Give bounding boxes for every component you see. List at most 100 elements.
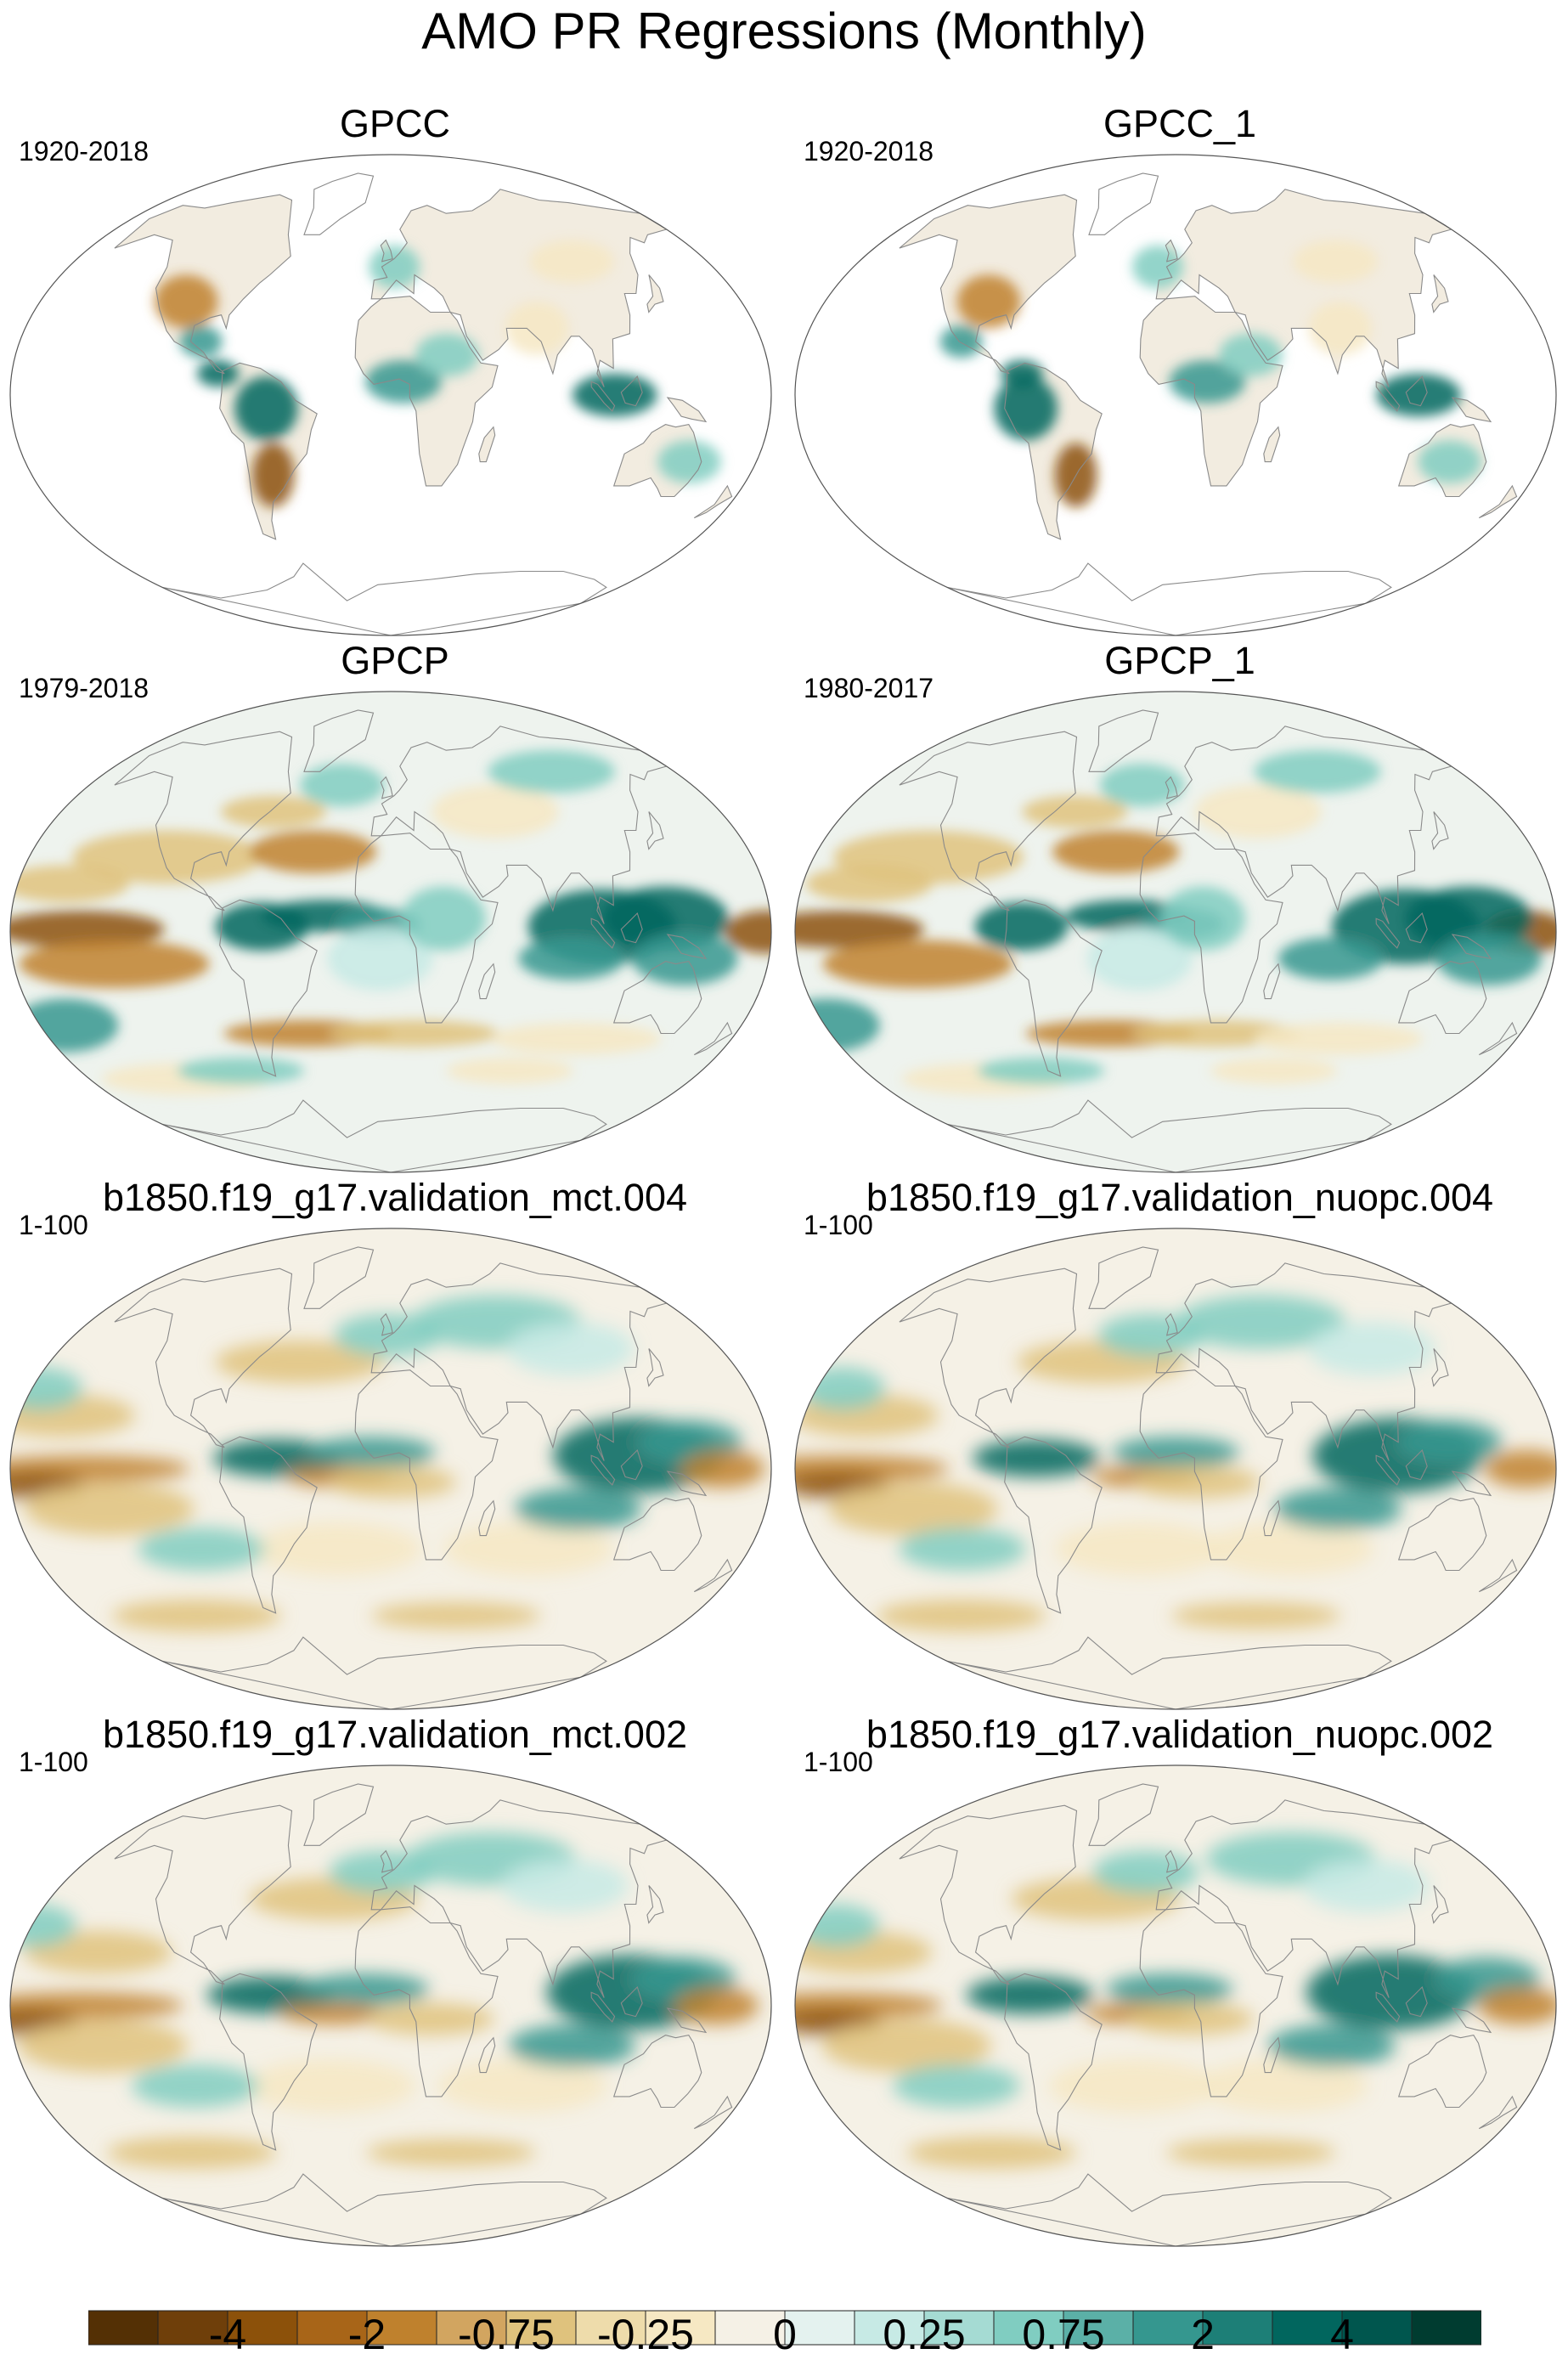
coastline-north-america: [114, 1804, 293, 1985]
coastline-greenland: [303, 172, 375, 235]
anomaly-field: [10, 692, 771, 1172]
coastline-new-zealand: [693, 484, 733, 519]
coastline-north-america: [899, 731, 1078, 912]
anomaly-blob: [215, 1341, 385, 1384]
coastline-borneo: [1405, 1985, 1428, 2018]
coastlines: [114, 1246, 733, 1709]
anomaly-blob: [899, 1527, 1026, 1571]
anomaly-blob: [1022, 795, 1128, 828]
coastline-antarctica: [162, 562, 607, 635]
anomaly-blob: [401, 886, 486, 951]
coastline-europe-asia: [370, 189, 668, 387]
colorbar-tick-label: 2: [1191, 2311, 1215, 2358]
colorbar-swatch: [1341, 2310, 1413, 2346]
coastline-japan: [1431, 1348, 1449, 1387]
coastline-africa: [1139, 833, 1283, 1024]
coastline-antarctica: [947, 1636, 1392, 1709]
coastline-north-america: [899, 1804, 1078, 1985]
colorbar-tick-label: 0: [773, 2311, 797, 2358]
anomaly-blob: [246, 2058, 416, 2113]
map-panel: GPCP 1979-2018: [8, 639, 781, 1174]
coastline-madagascar: [478, 963, 496, 1000]
coastline-borneo: [1405, 375, 1428, 407]
anomaly-field: [795, 155, 1556, 635]
anomaly-blob: [365, 360, 442, 404]
colorbar-swatch: [714, 2310, 786, 2346]
anomaly-blob: [833, 830, 1024, 884]
world-map: [9, 1228, 772, 1710]
colorbar-swatch: [227, 2310, 298, 2346]
anomaly-blob: [329, 1465, 457, 1499]
colorbar-tick-label: -0.25: [597, 2311, 694, 2358]
anomaly-blob: [249, 830, 377, 873]
colorbar-swatch: [1132, 2310, 1204, 2346]
anomaly-blob: [966, 1976, 1094, 2014]
anomaly-blob: [1204, 1522, 1374, 1576]
panel-years: 1980-2017: [804, 673, 934, 703]
anomaly-blob: [111, 1600, 282, 1632]
anomaly-blob: [329, 1019, 499, 1047]
panel-title: GPCC: [339, 102, 450, 145]
colorbar-tick-label: -0.75: [458, 2311, 555, 2358]
anomaly-blob: [280, 2002, 386, 2024]
anomaly-blob: [515, 1488, 642, 1531]
anomaly-field: [795, 692, 1556, 1172]
anomaly-blob: [415, 333, 479, 376]
anomaly-field: [10, 155, 771, 635]
map-border: [9, 1228, 772, 1710]
anomaly-blob: [196, 360, 240, 387]
coastline-sumatra: [590, 1454, 616, 1486]
coastline-sumatra: [590, 917, 616, 949]
colorbar-tick-label: 0.25: [883, 2311, 966, 2358]
coastline-borneo: [620, 1985, 643, 2018]
coastline-antarctica: [162, 1636, 607, 1709]
anomaly-blob: [572, 373, 657, 417]
map-panel: b1850.f19_g17.validation_nuopc.004 1-100: [793, 1176, 1566, 1711]
colorbar-swatch: [1202, 2310, 1273, 2346]
anomaly-blob: [505, 302, 569, 355]
anomaly-blob: [821, 2018, 991, 2073]
panel-years: 1920-2018: [804, 136, 934, 167]
anomaly-blob: [974, 902, 1069, 951]
world-map: [794, 154, 1557, 636]
coastline-sumatra: [1375, 1454, 1401, 1486]
coastline-borneo: [620, 1448, 643, 1481]
coastline-europe-asia: [1155, 726, 1453, 924]
anomaly-blob: [10, 910, 165, 948]
anomaly-blob: [1254, 750, 1381, 793]
coastline-antarctica: [162, 2173, 607, 2246]
coastline-new-zealand: [1478, 1558, 1518, 1593]
anomaly-blob: [138, 1527, 265, 1571]
anomaly-blob: [1219, 333, 1283, 376]
coastline-south-america: [1004, 1973, 1103, 2151]
coastline-north-america: [899, 194, 1078, 375]
world-map: [9, 1764, 772, 2247]
coastline-uk: [1165, 239, 1178, 263]
coastline-new-zealand: [693, 1021, 733, 1056]
anomaly-blob: [132, 2064, 259, 2108]
coastlines: [899, 1246, 1518, 1709]
coastline-sumatra: [1375, 1991, 1401, 2023]
anomaly-blob: [1001, 360, 1043, 387]
colorbar-swatch: [88, 2310, 159, 2346]
coastline-australia: [1397, 960, 1487, 1035]
coastline-antarctica: [162, 1099, 607, 1172]
anomaly-blob: [1254, 1022, 1424, 1055]
coastline-new-zealand: [1478, 1021, 1518, 1056]
coastline-europe-asia: [1155, 189, 1453, 387]
coastlines: [899, 709, 1518, 1172]
panel-title: GPCP: [341, 639, 449, 682]
anomaly-blob: [443, 1522, 613, 1576]
coastline-africa: [1139, 1906, 1283, 2097]
coastline-japan: [646, 274, 664, 313]
colorbar-swatch: [296, 2310, 368, 2346]
anomaly-blob: [1126, 2002, 1255, 2035]
coastline-africa: [354, 296, 499, 487]
coastline-japan: [1431, 811, 1449, 850]
panel-years: 1-100: [804, 1210, 873, 1240]
anomaly-blob: [1052, 830, 1180, 873]
anomaly-blob: [877, 1600, 1046, 1632]
panel-years: 1-100: [19, 1747, 88, 1777]
anomaly-blob: [1210, 1057, 1338, 1085]
coastline-madagascar: [1263, 963, 1281, 1000]
